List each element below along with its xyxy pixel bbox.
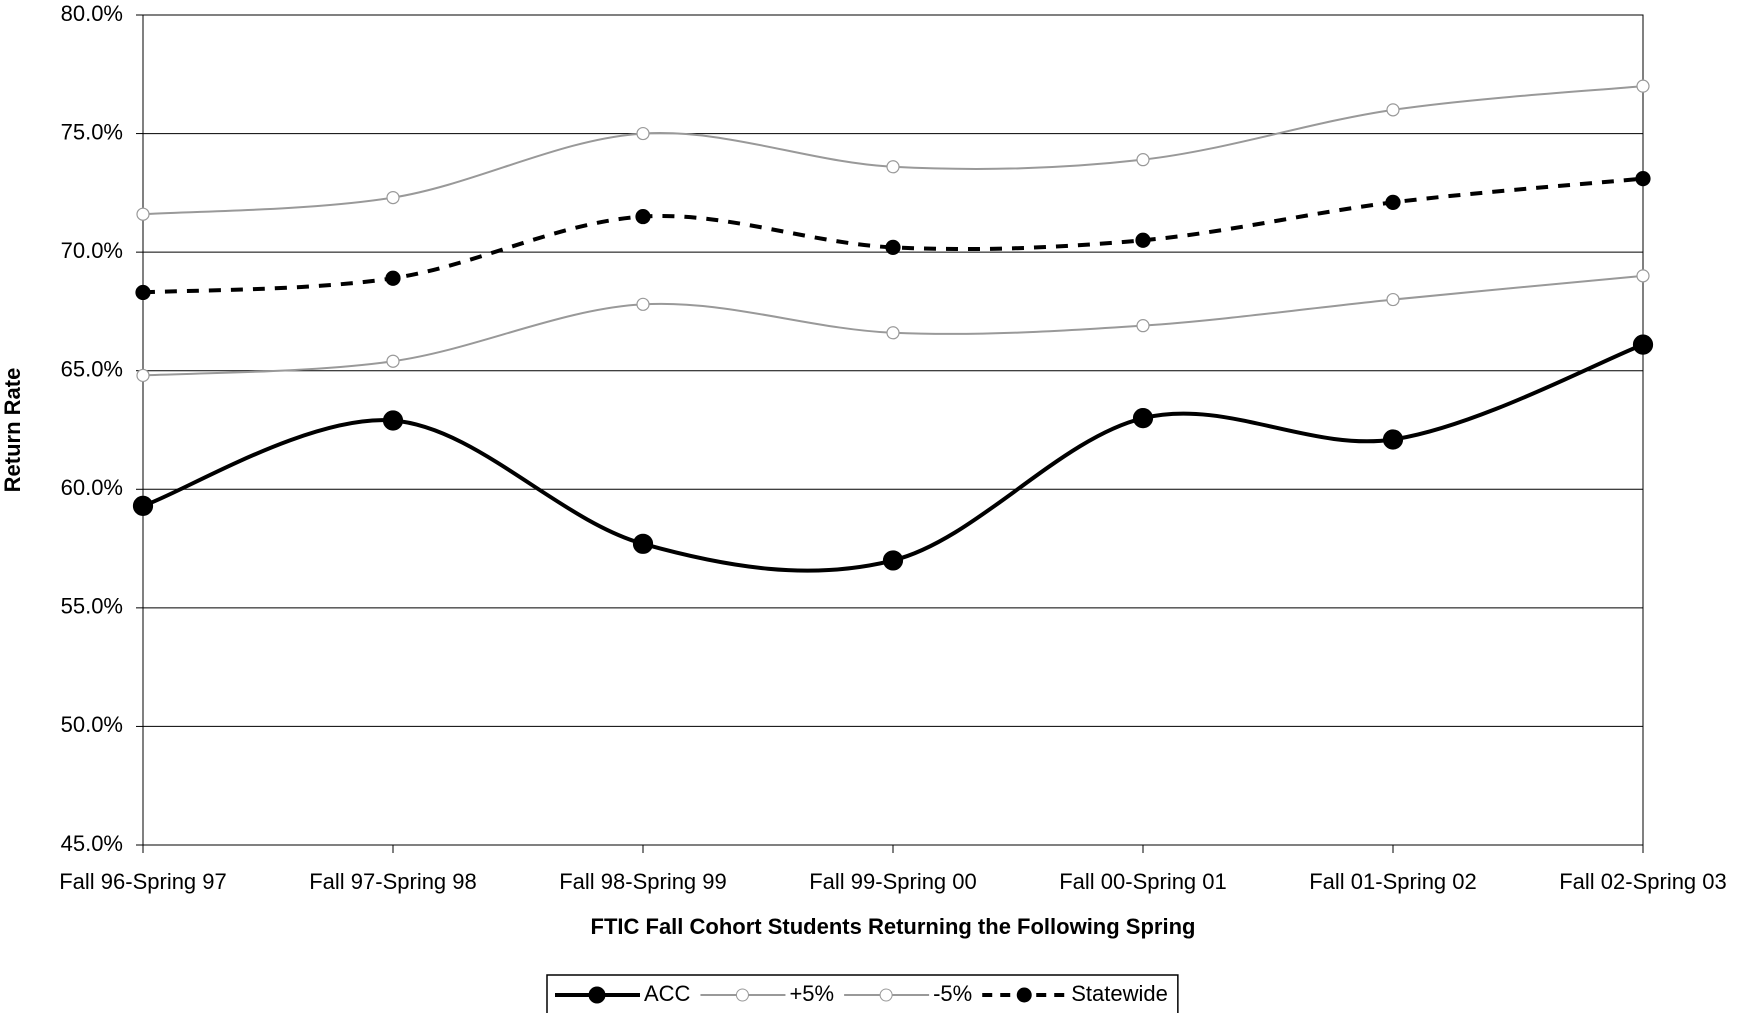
y-tick-label: 70.0% [61, 238, 123, 263]
y-tick-label: 65.0% [61, 357, 123, 382]
legend: ACC +5% -5% Statewide [546, 974, 1179, 1013]
legend-marker [879, 988, 893, 1002]
data-point [136, 207, 150, 221]
series-line [142, 342, 1644, 573]
data-point [382, 410, 404, 431]
x-tick-label: Fall 02-Spring 03 [1559, 869, 1727, 894]
legend-label: ACC [644, 981, 691, 1006]
data-point [385, 270, 401, 286]
data-point [635, 208, 651, 225]
legend-marker [588, 986, 606, 1004]
y-tick-label: 60.0% [61, 475, 123, 500]
y-tick-label: 75.0% [61, 119, 123, 144]
data-point [135, 284, 151, 301]
plot-frame [142, 14, 1644, 846]
data-point [886, 326, 900, 340]
data-point [1386, 103, 1400, 117]
x-axis-label: FTIC Fall Cohort Students Returning the … [591, 914, 1196, 939]
y-tick-label: 55.0% [61, 594, 123, 619]
series-line [142, 85, 1644, 216]
y-tick-label: 45.0% [61, 831, 123, 856]
data-point [882, 550, 904, 571]
x-tick-label: Fall 00-Spring 01 [1059, 869, 1227, 894]
x-tick-label: Fall 97-Spring 98 [309, 869, 477, 894]
data-point [1382, 429, 1404, 450]
x-tick-label: Fall 99-Spring 00 [809, 869, 977, 894]
data-point [386, 354, 400, 368]
legend-label: Statewide [1071, 981, 1168, 1006]
data-point [1386, 292, 1400, 307]
legend-marker [1016, 987, 1032, 1003]
x-tick-label: Fall 01-Spring 02 [1309, 869, 1477, 894]
data-point [632, 533, 654, 554]
legend-marker [735, 988, 749, 1002]
data-point [1135, 232, 1151, 248]
y-axis-label: Return Rate [0, 368, 25, 493]
data-point [1636, 269, 1650, 283]
data-point [1636, 79, 1650, 93]
legend-label: +5% [789, 981, 834, 1006]
data-point [136, 368, 150, 383]
data-point [636, 126, 650, 141]
y-tick-label: 50.0% [61, 712, 123, 737]
legend-label: -5% [933, 981, 972, 1006]
series-line [142, 176, 1644, 295]
data-point [886, 160, 900, 174]
data-point [132, 495, 154, 516]
data-point [386, 191, 400, 205]
data-point [1136, 319, 1150, 333]
data-point [1632, 334, 1654, 355]
y-tick-label: 80.0% [61, 1, 123, 26]
data-point [636, 297, 650, 311]
data-point [1385, 194, 1401, 210]
data-point [1635, 171, 1651, 187]
data-point [1136, 153, 1150, 167]
series-line [142, 274, 1644, 377]
x-tick-label: Fall 98-Spring 99 [559, 869, 727, 894]
data-point [1132, 408, 1154, 429]
data-point [885, 239, 901, 255]
x-tick-label: Fall 96-Spring 97 [59, 869, 227, 894]
